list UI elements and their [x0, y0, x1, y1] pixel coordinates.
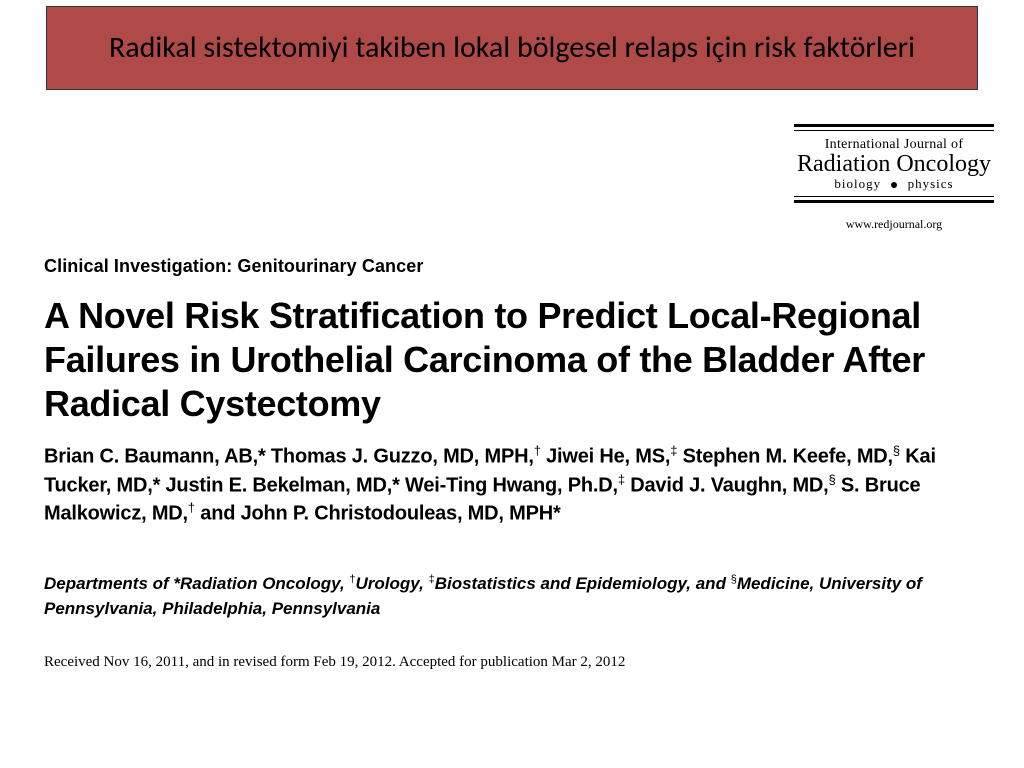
journal-line3: biology physics: [794, 176, 994, 192]
divider-top: [794, 124, 994, 131]
slide-header-banner: Radikal sistektomiyi takiben lokal bölge…: [46, 6, 978, 90]
affiliations: Departments of *Radiation Oncology, †Uro…: [44, 572, 964, 621]
slide-title: Radikal sistektomiyi takiben lokal bölge…: [109, 30, 915, 66]
received-line: Received Nov 16, 2011, and in revised fo…: [44, 654, 625, 671]
journal-biology: biology: [834, 176, 881, 191]
journal-url: www.redjournal.org: [794, 217, 994, 232]
divider-mid: [794, 196, 994, 203]
author-list: Brian C. Baumann, AB,* Thomas J. Guzzo, …: [44, 442, 984, 528]
journal-badge: International Journal of Radiation Oncol…: [794, 124, 994, 232]
journal-physics: physics: [908, 176, 954, 191]
journal-line2: Radiation Oncology: [794, 151, 994, 178]
dot-icon: [891, 182, 897, 188]
section-label: Clinical Investigation: Genitourinary Ca…: [44, 256, 423, 277]
article-title: A Novel Risk Stratification to Predict L…: [44, 294, 964, 426]
